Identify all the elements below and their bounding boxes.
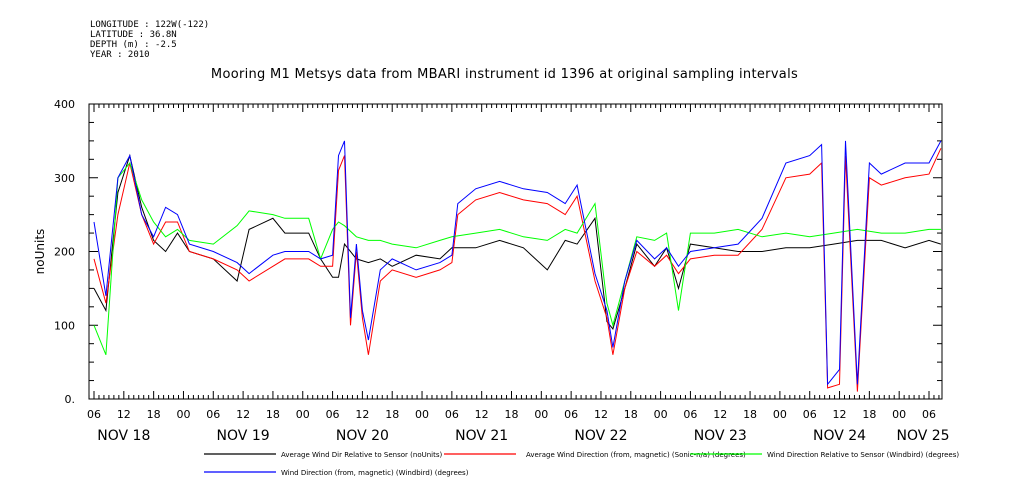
x-tick-label: 06 — [87, 408, 101, 421]
x-tick-label: 12 — [236, 408, 250, 421]
x-tick-label: 00 — [534, 408, 548, 421]
x-tick-label: 06 — [683, 408, 697, 421]
x-tick-label: 06 — [922, 408, 936, 421]
legend-label-4: Wind Direction (from, magnetic) (Windbir… — [281, 469, 469, 477]
series-line-3 — [93, 161, 941, 355]
x-tick-label: 00 — [892, 408, 906, 421]
series-line-4 — [93, 140, 942, 386]
x-tick-label: 12 — [475, 408, 489, 421]
series-line-1 — [93, 153, 942, 330]
plot-frame — [88, 103, 943, 400]
x-tick-label: 12 — [117, 408, 131, 421]
y-tick-label: 0. — [65, 393, 76, 406]
x-tick-label: 00 — [176, 408, 190, 421]
y-axis: 0. 100 200 300 400 noUnits — [33, 98, 75, 406]
x-tick-label: 12 — [833, 408, 847, 421]
x-day-label: NOV 21 — [455, 428, 508, 444]
y-tick-label: 300 — [54, 172, 75, 185]
y-axis-label: noUnits — [33, 229, 47, 275]
x-tick-label: 06 — [445, 408, 459, 421]
x-tick-label: 06 — [564, 408, 578, 421]
x-tick-label: 00 — [296, 408, 310, 421]
axis-ticks — [88, 103, 942, 400]
x-tick-label: 00 — [654, 408, 668, 421]
x-day-label: NOV 20 — [336, 428, 389, 444]
x-tick-label: 00 — [415, 408, 429, 421]
x-tick-label: 12 — [355, 408, 369, 421]
legend: Average Wind Dir Relative to Sensor (noU… — [204, 451, 959, 477]
x-tick-label: 06 — [206, 408, 220, 421]
x-tick-label: 18 — [624, 408, 638, 421]
x-tick-label: 12 — [713, 408, 727, 421]
legend-label-3: Wind Direction Relative to Sensor (Windb… — [767, 451, 959, 459]
x-day-label: NOV 23 — [694, 428, 747, 444]
x-tick-label: 00 — [773, 408, 787, 421]
depth-label: DEPTH (m) : -2.5 — [90, 40, 177, 50]
x-tick-label: 18 — [266, 408, 280, 421]
x-day-label: NOV 24 — [813, 428, 866, 444]
latitude-label: LATITUDE : 36.8N — [90, 30, 177, 40]
x-tick-label: 12 — [594, 408, 608, 421]
x-day-label: NOV 18 — [97, 428, 150, 444]
y-tick-label: 200 — [54, 246, 75, 259]
series-line-2 — [93, 148, 942, 392]
x-tick-label: 18 — [385, 408, 399, 421]
y-tick-label: 100 — [54, 319, 75, 332]
y-tick-label: 400 — [54, 98, 75, 111]
x-tick-label: 06 — [803, 408, 817, 421]
year-label: YEAR : 2010 — [90, 50, 150, 60]
x-day-label: NOV 22 — [574, 428, 627, 444]
longitude-label: LONGITUDE : 122W(-122) — [90, 20, 210, 30]
legend-label-2: Average Wind Direction (from, magnetic) … — [526, 451, 746, 459]
x-day-label: NOV 19 — [217, 428, 270, 444]
metadata-block: LONGITUDE : 122W(-122) LATITUDE : 36.8N … — [90, 20, 209, 60]
x-day-label: NOV 25 — [896, 428, 949, 444]
x-axis: 06 12 18 00 06 12 18 00 06 12 18 00 06 12 18 00 06 12 18 00… — [87, 408, 950, 444]
x-tick-label: 18 — [862, 408, 876, 421]
legend-label-1: Average Wind Dir Relative to Sensor (noU… — [281, 451, 442, 459]
x-tick-label: 18 — [505, 408, 519, 421]
x-tick-label: 18 — [743, 408, 757, 421]
chart-title: Mooring M1 Metsys data from MBARI instru… — [210, 67, 799, 82]
x-tick-label: 18 — [147, 408, 161, 421]
x-tick-label: 06 — [326, 408, 340, 421]
series-lines — [93, 140, 942, 392]
